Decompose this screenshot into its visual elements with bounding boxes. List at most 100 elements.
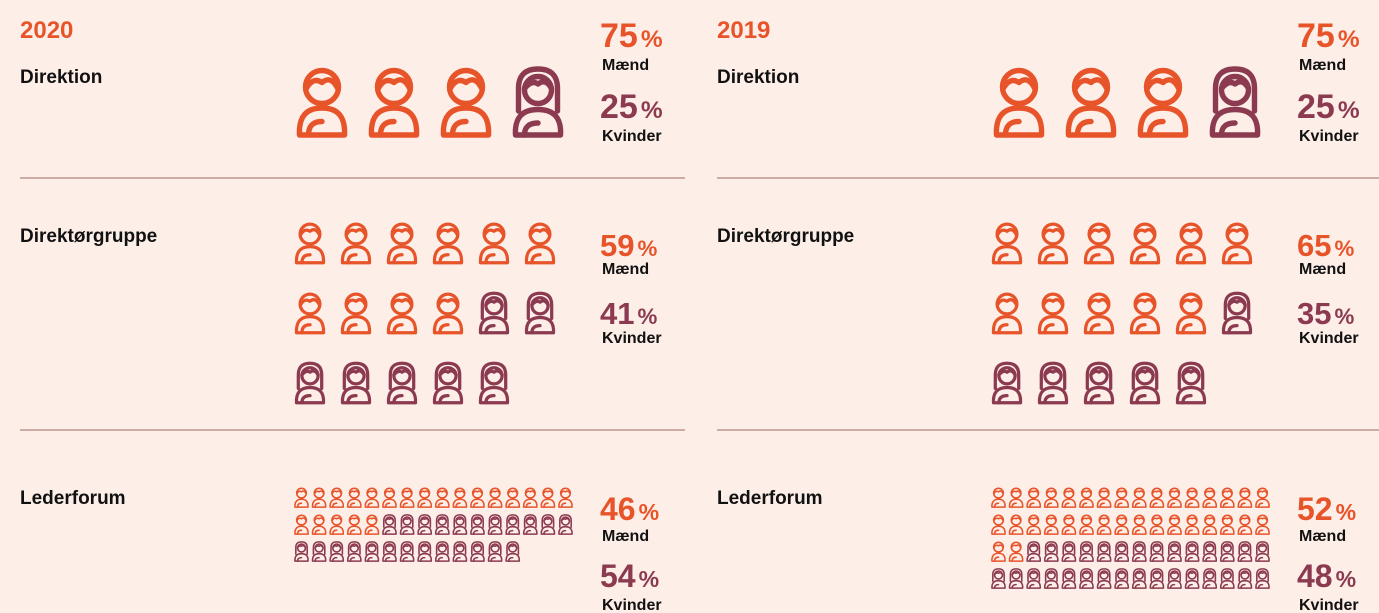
man-icon xyxy=(524,222,556,265)
man-icon xyxy=(1008,514,1024,535)
year: 2020 xyxy=(20,17,73,44)
man-icon xyxy=(991,292,1023,335)
woman-icon xyxy=(487,541,503,562)
man-icon xyxy=(1129,292,1161,335)
man-icon xyxy=(1167,487,1182,508)
woman-icon xyxy=(452,514,468,535)
woman-icon xyxy=(1096,568,1112,589)
man-icon xyxy=(1149,514,1165,535)
man-icon xyxy=(1184,487,1200,508)
man-icon xyxy=(470,487,485,508)
woman-icon xyxy=(399,514,415,535)
man-icon xyxy=(1221,222,1253,265)
percent-value: 75 xyxy=(1297,17,1335,55)
woman-icon xyxy=(1083,361,1115,405)
man-icon xyxy=(294,487,309,508)
man-icon xyxy=(1114,487,1130,508)
man-icon xyxy=(443,71,488,136)
woman-icon xyxy=(1008,568,1024,589)
man-icon xyxy=(329,514,345,535)
man-icon xyxy=(1175,222,1207,265)
woman-icon xyxy=(522,514,538,535)
woman-icon xyxy=(434,514,450,535)
woman-icon xyxy=(1237,541,1253,562)
man-icon xyxy=(522,487,538,508)
woman-icon xyxy=(1026,568,1042,589)
men-percent: 65% xyxy=(1297,228,1354,263)
woman-icon xyxy=(1149,541,1165,562)
percent-value: 25 xyxy=(600,88,638,126)
man-icon xyxy=(371,71,416,136)
woman-icon xyxy=(1202,541,1218,562)
man-icon xyxy=(1043,514,1059,535)
woman-icon xyxy=(470,514,485,535)
woman-icon xyxy=(386,361,418,405)
man-icon xyxy=(1129,222,1161,265)
man-icon xyxy=(487,487,503,508)
man-icon xyxy=(991,541,1006,562)
man-icon xyxy=(1026,514,1042,535)
woman-icon xyxy=(340,361,372,405)
woman-icon xyxy=(1202,568,1218,589)
percent-unit: % xyxy=(1334,304,1354,329)
man-icon xyxy=(1061,514,1077,535)
year: 2019 xyxy=(717,17,770,44)
man-icon xyxy=(1037,292,1069,335)
woman-icon xyxy=(399,541,415,562)
man-icon xyxy=(1202,514,1218,535)
woman-icon xyxy=(294,361,326,405)
man-icon xyxy=(1255,514,1270,535)
man-icon xyxy=(1149,487,1165,508)
percent-unit: % xyxy=(637,236,657,261)
percent-unit: % xyxy=(641,26,663,53)
percent-unit: % xyxy=(1336,499,1356,525)
man-icon xyxy=(1008,541,1024,562)
section-title: Direktion xyxy=(20,67,102,88)
man-icon xyxy=(1114,514,1130,535)
woman-icon xyxy=(294,541,309,562)
woman-icon xyxy=(1184,568,1200,589)
man-icon xyxy=(1096,514,1112,535)
man-icon xyxy=(1219,514,1235,535)
man-icon xyxy=(340,222,372,265)
man-icon xyxy=(299,71,344,136)
men-percent: 59% xyxy=(600,228,657,263)
woman-icon xyxy=(1131,541,1147,562)
men-label: Mænd xyxy=(1299,261,1346,278)
man-icon xyxy=(1175,292,1207,335)
man-icon xyxy=(364,514,380,535)
men-percent: 75% xyxy=(1297,17,1360,55)
man-icon xyxy=(346,487,362,508)
woman-icon xyxy=(1184,541,1200,562)
percent-value: 25 xyxy=(1297,88,1335,126)
man-icon xyxy=(294,292,326,335)
man-icon xyxy=(452,487,468,508)
percent-unit: % xyxy=(637,304,657,329)
woman-icon xyxy=(1131,568,1147,589)
man-icon xyxy=(1237,487,1253,508)
woman-icon xyxy=(382,514,397,535)
men-label: Mænd xyxy=(602,261,649,278)
percent-unit: % xyxy=(1334,236,1354,261)
man-icon xyxy=(1219,487,1235,508)
man-icon xyxy=(346,514,362,535)
man-icon xyxy=(1237,514,1253,535)
men-label: Mænd xyxy=(602,528,649,545)
man-icon xyxy=(386,292,418,335)
woman-icon xyxy=(1096,541,1112,562)
men-percent: 46% xyxy=(600,491,659,527)
women-percent: 35% xyxy=(1297,296,1354,331)
man-icon xyxy=(1037,222,1069,265)
man-icon xyxy=(478,222,510,265)
man-icon xyxy=(1026,487,1042,508)
woman-icon xyxy=(1219,568,1235,589)
percent-unit: % xyxy=(1338,97,1360,124)
man-icon xyxy=(1140,71,1185,136)
woman-icon xyxy=(346,541,362,562)
woman-icon xyxy=(515,69,560,135)
woman-icon xyxy=(505,514,521,535)
man-icon xyxy=(399,487,415,508)
percent-unit: % xyxy=(1336,566,1356,592)
